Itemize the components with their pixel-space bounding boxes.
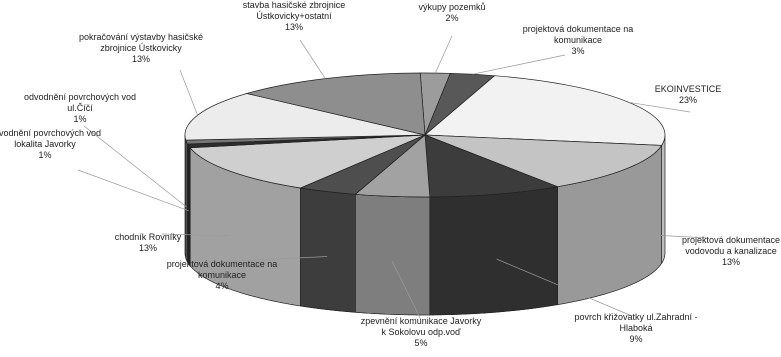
- pie-slice-chodnik-rovniky: [189, 134, 426, 189]
- slice-label-ekoinvestice: EKOINVESTICE 23%: [655, 84, 722, 105]
- slice-side-8: [187, 143, 191, 267]
- slice-percent-label: 2%: [445, 13, 458, 23]
- slice-label-pokracovani-vystavby-hasicske: pokračování výstavby hasičské zbrojnice Ú…: [79, 32, 203, 64]
- slice-label-line: vodovodu a kanalizace: [685, 246, 777, 256]
- slice-label-chodnik-rovniky: chodník Rovníky 13%: [115, 232, 182, 253]
- leader-line-11: [299, 39, 326, 79]
- slice-side-2: [661, 135, 666, 265]
- slice-label-line: Hlaboká: [619, 323, 652, 333]
- slice-label-projektova-dokumentace: projektová dokumentace vodovodu a kanaliz…: [682, 235, 780, 267]
- slice-percent-label: 13%: [722, 257, 740, 267]
- slice-side-4: [429, 186, 558, 316]
- slice-percent-label: 1%: [73, 114, 86, 124]
- slice-percent-label: 13%: [285, 22, 303, 32]
- slice-label-line: projektová dokumentace: [682, 235, 780, 245]
- slice-label-stavba-hasicske-zbrojnice: stavba hasičské zbrojnice Ústkovicky+osta…: [243, 0, 346, 32]
- slice-label-projektova-dokumentace-na: projektová dokumentace na komunikace 4%: [167, 259, 278, 291]
- leader-line-0: [434, 35, 453, 74]
- slice-percent-label: 13%: [139, 243, 157, 253]
- slice-percent-label: 23%: [679, 95, 697, 105]
- pie-slice-povrch-krizovatky-ul-zahradni: [424, 134, 559, 198]
- slice-label-odvodneni-povrchovych-vod: odvodnění povrchových vod lokalita Javork…: [0, 128, 101, 160]
- slice-label-line: komunikace: [198, 270, 246, 280]
- slice-label-line: odvodnění povrchových vod: [0, 128, 101, 138]
- slice-label-projektova-dokumentace-na: projektová dokumentace na komunikace 3%: [523, 24, 634, 56]
- label-leader-lines: [77, 35, 709, 321]
- leader-line-4: [496, 258, 633, 317]
- slice-label-line: zbrojnice Ústkovicky: [100, 43, 182, 53]
- slice-percent-label: 1%: [38, 150, 51, 160]
- slice-label-line: ul.Číčí: [67, 103, 93, 113]
- slice-label-line: k Sokolovu odp.voď: [381, 327, 461, 337]
- slice-side-5: [355, 193, 431, 316]
- slice-percent-label: 5%: [414, 338, 427, 348]
- leader-line-2: [629, 102, 691, 113]
- slice-labels: výkupy pozemků 2% projektová dokumentace n…: [0, 0, 780, 348]
- slice-label-line: zpevnění komunikace Javorky: [361, 316, 482, 326]
- slice-percent-label: 9%: [629, 334, 642, 344]
- leader-line-10: [179, 69, 198, 116]
- slice-label-line: projektová dokumentace na: [523, 24, 634, 34]
- slice-percent-label: 3%: [571, 46, 584, 56]
- leader-line-5: [391, 261, 422, 321]
- slice-label-line: komunikace: [554, 35, 602, 45]
- slice-label-line: pokračování výstavby hasičské: [79, 32, 203, 42]
- slice-label-zpevneni-komunikace-javorky: zpevnění komunikace Javorky k Sokolovu od…: [361, 316, 482, 348]
- slice-label-line: stavba hasičské zbrojnice: [243, 0, 346, 10]
- slice-label-line: projektová dokumentace na: [167, 259, 278, 269]
- slice-side-6: [300, 187, 356, 313]
- slice-label-line: chodník Rovníky: [115, 232, 182, 242]
- leader-line-6: [215, 256, 328, 263]
- slice-label-povrch-krizovatky-ul-zahradni: povrch křižovatky ul.Zahradní -Hlaboká 9%: [574, 312, 697, 344]
- pie-top-faces: [184, 72, 666, 198]
- slice-label-odvodneni-povrchovych-vod: odvodnění povrchových vod ul.Číčí 1%: [24, 92, 136, 124]
- slice-percent-label: 4%: [215, 281, 228, 291]
- leader-line-1: [472, 54, 566, 75]
- pie-slice-projektova-dokumentace: [424, 134, 663, 188]
- leader-line-8: [77, 169, 189, 212]
- slice-label-line: odvodnění povrchových vod: [24, 92, 136, 102]
- slice-label-line: lokalita Javorky: [14, 139, 76, 149]
- leader-line-9: [83, 125, 187, 208]
- slice-label-line: EKOINVESTICE: [655, 84, 722, 94]
- leader-line-3: [626, 233, 709, 239]
- slice-label-line: výkupy pozemků: [418, 2, 485, 12]
- leader-line-7: [161, 233, 230, 237]
- slice-label-line: Ústkovicky+ostatní: [256, 11, 332, 21]
- slice-percent-label: 13%: [132, 54, 150, 64]
- slice-label-vykupy-pozemku: výkupy pozemků 2%: [418, 2, 485, 23]
- pie-slice-ekoinvestice: [424, 75, 666, 146]
- slice-label-line: povrch křižovatky ul.Zahradní -: [574, 312, 697, 322]
